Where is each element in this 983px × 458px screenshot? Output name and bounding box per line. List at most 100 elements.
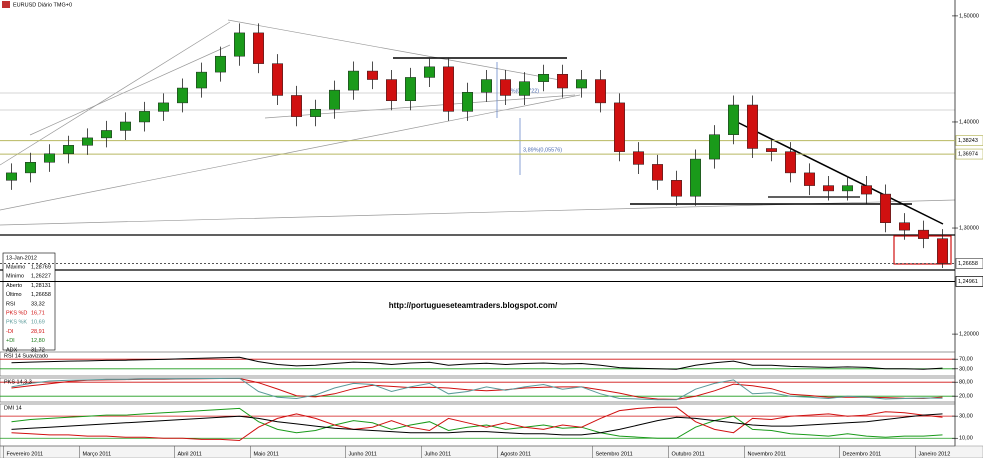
panel-frame [0, 377, 956, 403]
info-value: 1,28131 [31, 283, 51, 289]
candle-body [918, 229, 929, 239]
info-label: RSI [6, 301, 16, 307]
candle-body [671, 180, 682, 197]
candle-body [367, 70, 378, 80]
indicator-line [11, 377, 943, 401]
candle-body [291, 95, 302, 117]
url: http://portugueseteamtraders.blogspot.co… [389, 301, 558, 310]
panel-title: DMI 14 [4, 405, 22, 411]
info-date: 13-Jan-2012 [6, 255, 37, 261]
info-value: 12,80 [31, 338, 45, 344]
candle-body [329, 89, 340, 110]
level-label-box [955, 135, 983, 146]
x-tick-label: Dezembro 2011 [843, 451, 882, 457]
y-tick-label: 70,00 [959, 357, 973, 363]
y-tick-label: 30,00 [959, 414, 973, 420]
y-tick-label: 1,20000 [959, 332, 979, 338]
info-label: Mínimo [6, 274, 24, 280]
candle-body [253, 32, 264, 64]
candle-body [937, 238, 948, 264]
candle-body [234, 32, 245, 57]
level-label: 1,38243 [958, 138, 978, 144]
level-label-box [955, 148, 983, 160]
candle-body [899, 222, 910, 231]
candle-body [158, 102, 169, 112]
candle-body [310, 108, 321, 117]
y-tick-label: 80,00 [959, 380, 973, 386]
x-tick-label: Janeiro 2012 [919, 451, 951, 457]
y-tick-label: 20,00 [959, 394, 973, 400]
symbol-icon [2, 1, 10, 8]
candle-body [576, 79, 587, 89]
x-tick-label: Novembro 2011 [748, 451, 787, 457]
candle-body [709, 134, 720, 160]
indicator-line [11, 406, 943, 442]
candle-body [500, 79, 511, 96]
y-tick-label: 1,50000 [959, 13, 979, 19]
x-tick-label: Março 2011 [83, 451, 112, 457]
indicator-line [11, 407, 943, 439]
x-tick-label: Abril 2011 [178, 451, 202, 457]
x-tick-label: Maio 2011 [254, 451, 279, 457]
candle-body [63, 145, 74, 155]
y-tick-label: 1,30000 [959, 225, 979, 231]
candle-body [82, 137, 93, 146]
info-label: PKS %K [6, 320, 27, 326]
candle-body [614, 102, 625, 152]
candle-body [519, 81, 530, 96]
candle-body [101, 130, 112, 139]
level-label: 1,26658 [958, 261, 978, 267]
y-tick-label: 30,00 [959, 366, 973, 372]
candle-body [462, 92, 473, 112]
level-label-box [955, 276, 983, 287]
info-label: Aberto [6, 283, 22, 289]
level-label: 1,36974 [958, 152, 978, 158]
panel-title: PKS 14,3,3 [4, 379, 32, 385]
info-label: Último [6, 291, 22, 298]
candle-body [6, 172, 17, 181]
candle-body [177, 87, 188, 104]
candle-body [386, 79, 397, 102]
level-label-box [955, 258, 983, 269]
info-value: 10,69 [31, 320, 45, 326]
candle-body [766, 148, 777, 152]
candle-body [196, 71, 207, 89]
candle-body [823, 185, 834, 192]
info-value: 28,91 [31, 329, 45, 335]
candle-body [272, 63, 283, 96]
y-tick-label: 10,00 [959, 436, 973, 442]
candle-body [481, 79, 492, 93]
x-tick-label: Setembro 2011 [596, 451, 633, 457]
candle-body [880, 193, 891, 223]
candle-body [690, 158, 701, 197]
info-value: 16,71 [31, 310, 45, 316]
info-value: 1,28769 [31, 264, 51, 270]
level-label: 1,24961 [958, 279, 978, 285]
candle-body [557, 73, 568, 89]
info-box: 13-Jan-2012 Máximo 1,28769 Mínimo 1,26227 Ab… [2, 252, 56, 353]
info-label: +DI [6, 338, 15, 344]
candle-body [652, 164, 663, 181]
candle-body [785, 151, 796, 174]
candle-body [633, 151, 644, 165]
candle-body [804, 172, 815, 186]
candle-body [120, 121, 131, 131]
candle-body [44, 153, 55, 163]
candle-body [405, 77, 416, 102]
x-tick-label: Julho 2011 [425, 451, 452, 457]
candle-body [139, 111, 150, 123]
info-label: Máximo [6, 264, 25, 270]
candle-body [215, 55, 226, 73]
annotation: 3,89%(0,05576) [523, 147, 562, 153]
x-tick-label: Outubro 2011 [672, 451, 705, 457]
candle-body [861, 185, 872, 195]
candle-body [842, 185, 853, 192]
info-label: ADX [6, 347, 18, 353]
candle-body [443, 66, 454, 112]
indicator-line [11, 413, 943, 436]
info-value: 33,32 [31, 301, 45, 307]
date-axis [0, 445, 983, 458]
panel-frame [0, 351, 956, 377]
